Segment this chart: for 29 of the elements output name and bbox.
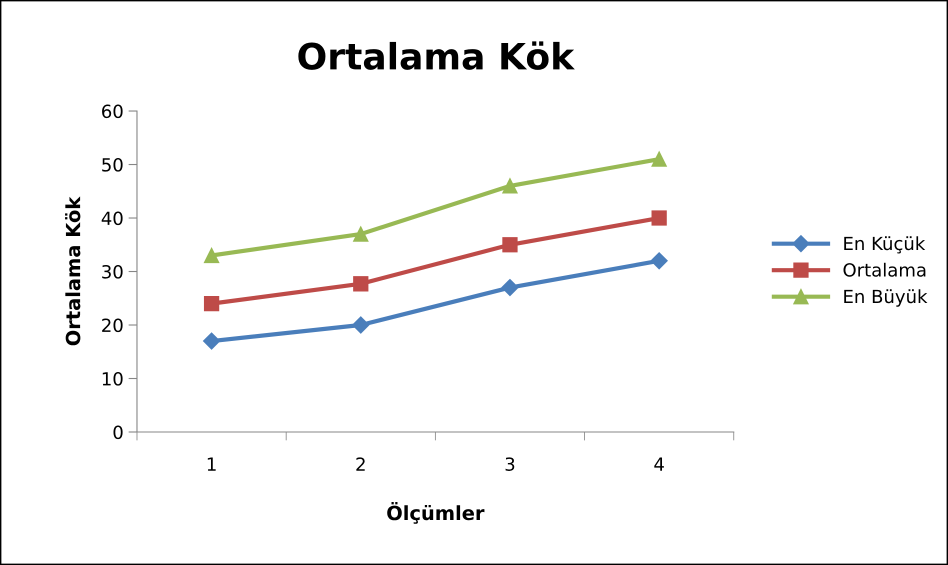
legend-label: En Küçük <box>844 236 926 254</box>
point <box>204 248 220 264</box>
x-tick-label: 2 <box>356 457 365 471</box>
point <box>501 279 519 296</box>
point <box>203 332 220 350</box>
x-tick-label: 3 <box>506 457 514 471</box>
point <box>502 178 518 194</box>
x-tick-label: 4 <box>654 458 664 471</box>
y-tick-label: 10 <box>102 372 123 386</box>
point <box>502 237 518 252</box>
chart-title: Ortalama Kök <box>298 41 575 70</box>
y-tick-label: 30 <box>102 264 123 279</box>
legend-label: Ortalama <box>843 262 926 277</box>
y-tick-label: 0 <box>113 425 123 440</box>
point <box>353 276 368 292</box>
y-tick-label: 50 <box>102 158 123 172</box>
legend-label: En Büyük <box>844 289 928 307</box>
y-tick-label: 60 <box>102 104 123 118</box>
point <box>650 252 668 270</box>
point <box>652 210 667 226</box>
point <box>352 316 370 334</box>
x-axis-title: Ölçümler <box>387 502 484 524</box>
y-tick-label: 20 <box>102 318 123 332</box>
point <box>652 152 667 167</box>
point <box>353 226 368 242</box>
point <box>204 296 220 312</box>
x-tick-label: 1 <box>208 458 216 471</box>
y-tick-label: 40 <box>102 211 123 226</box>
y-axis-title: Ortalama Kök <box>65 196 80 346</box>
